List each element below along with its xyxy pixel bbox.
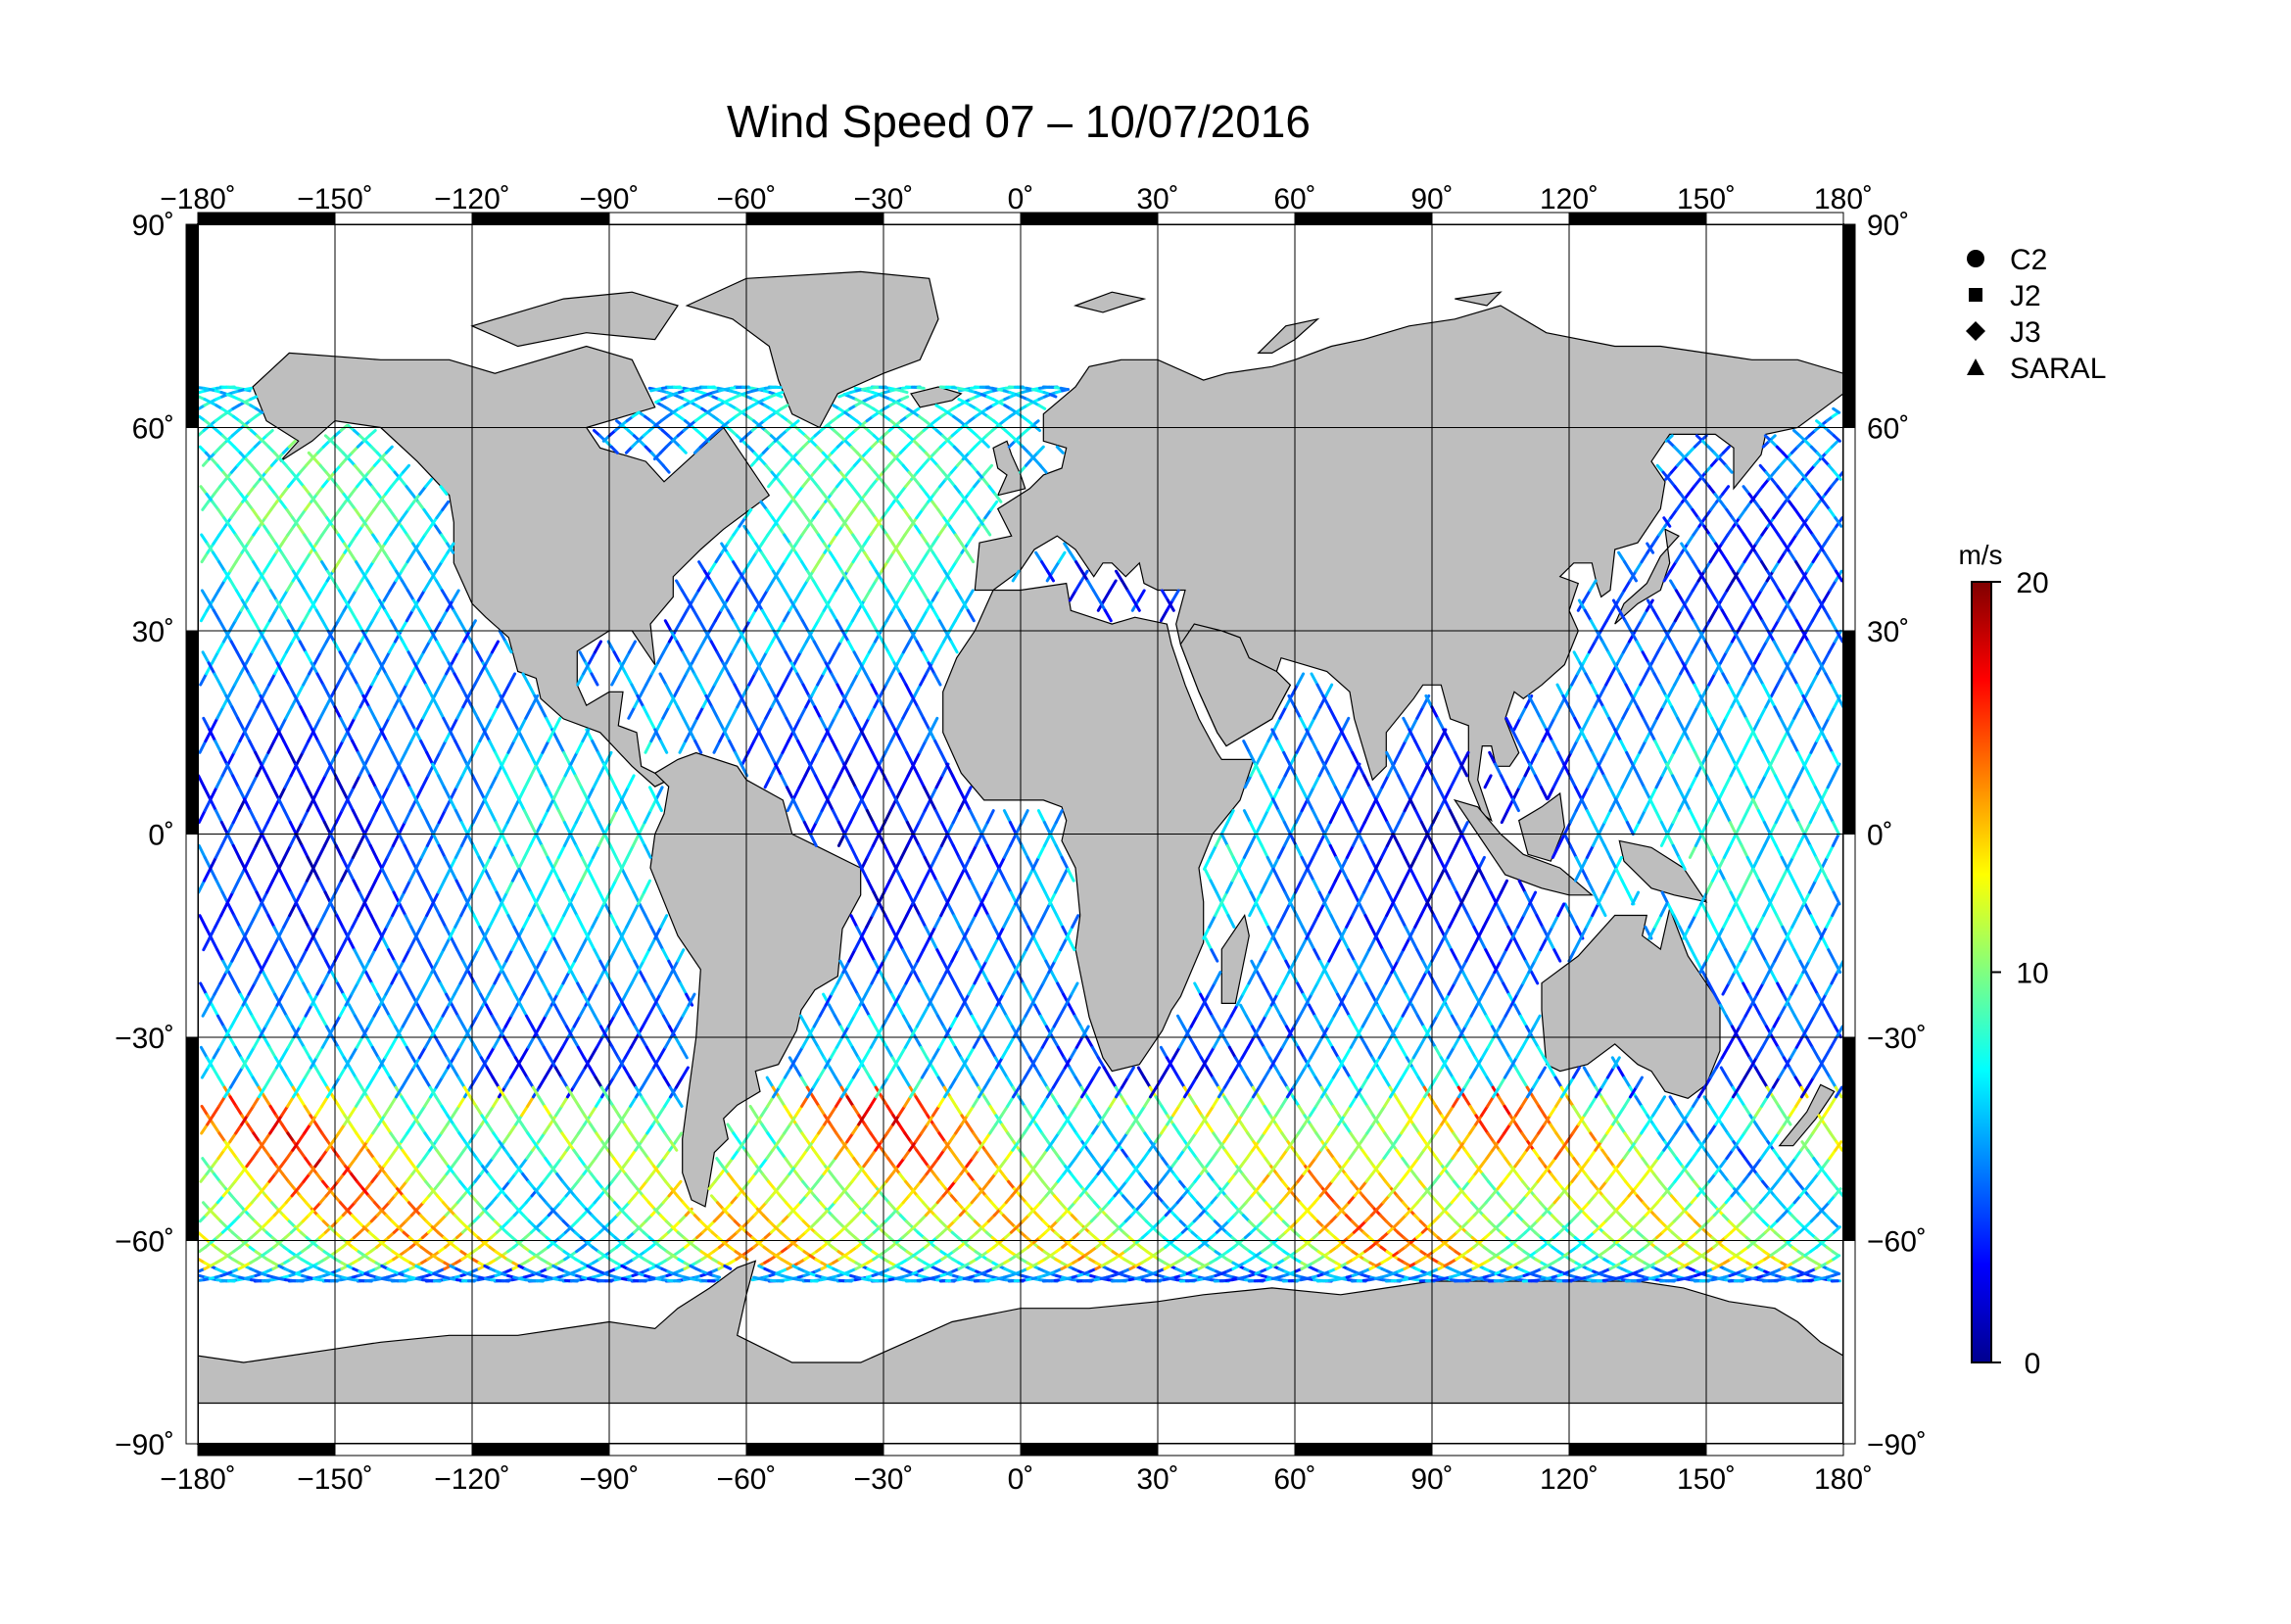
track-segment <box>246 388 252 389</box>
map-area <box>186 213 1855 1456</box>
track-segment <box>918 388 924 389</box>
map-title: Wind Speed 07 – 10/07/2016 <box>727 96 1311 147</box>
track-segment <box>1061 388 1067 389</box>
track-segment <box>901 391 907 393</box>
